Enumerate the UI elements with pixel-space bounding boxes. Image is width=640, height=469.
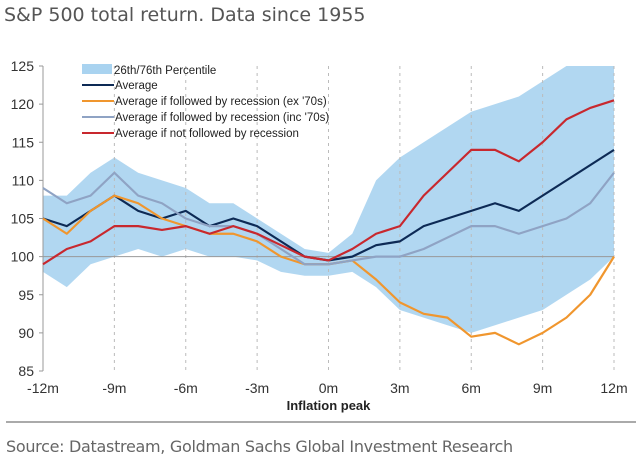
- y-tick-label: 110: [12, 172, 35, 188]
- x-tick-label: 9m: [533, 380, 552, 396]
- x-tick-label: -3m: [245, 380, 269, 396]
- y-tick-label: 115: [12, 134, 35, 150]
- y-tick-label: 120: [11, 96, 35, 112]
- x-tick-label: 12m: [600, 380, 627, 396]
- legend-label: Average if followed by recession (inc '7…: [115, 112, 329, 124]
- chart-title: S&P 500 total return. Data since 1955: [4, 4, 366, 26]
- legend-label: Average if followed by recession (ex '70…: [115, 96, 327, 108]
- x-tick-label: -9m: [102, 380, 126, 396]
- x-tick-label: -6m: [174, 380, 198, 396]
- percentile-band: [43, 66, 614, 333]
- y-tick-label: 90: [18, 325, 34, 341]
- x-tick-label: 3m: [390, 380, 409, 396]
- y-tick-label: 85: [18, 363, 34, 379]
- x-tick-label: 6m: [462, 380, 481, 396]
- source-note: Source: Datastream, Goldman Sachs Global…: [6, 437, 513, 456]
- chart: 85 90 95 100 105 110 115 120 125 -12m -9m -6m -3m 0m 3…: [11, 58, 628, 413]
- y-tick-label: 100: [11, 249, 35, 265]
- x-axis-label: Inflation peak: [287, 398, 372, 413]
- y-tick-label: 95: [18, 287, 34, 303]
- legend-label: Average: [115, 80, 158, 92]
- legend-label: Average if not followed by recession: [115, 128, 299, 140]
- legend-label: 26th/76th Percentile: [114, 65, 216, 77]
- series-line-2: [42, 171, 615, 266]
- y-tick-label: 125: [11, 58, 35, 74]
- y-tick-label: 105: [11, 211, 35, 227]
- x-tick-label: -12m: [27, 380, 59, 396]
- legend-swatch-band: [82, 64, 112, 74]
- series-line-3: [42, 99, 615, 266]
- divider: [6, 421, 636, 423]
- x-tick-label: 0m: [319, 380, 338, 396]
